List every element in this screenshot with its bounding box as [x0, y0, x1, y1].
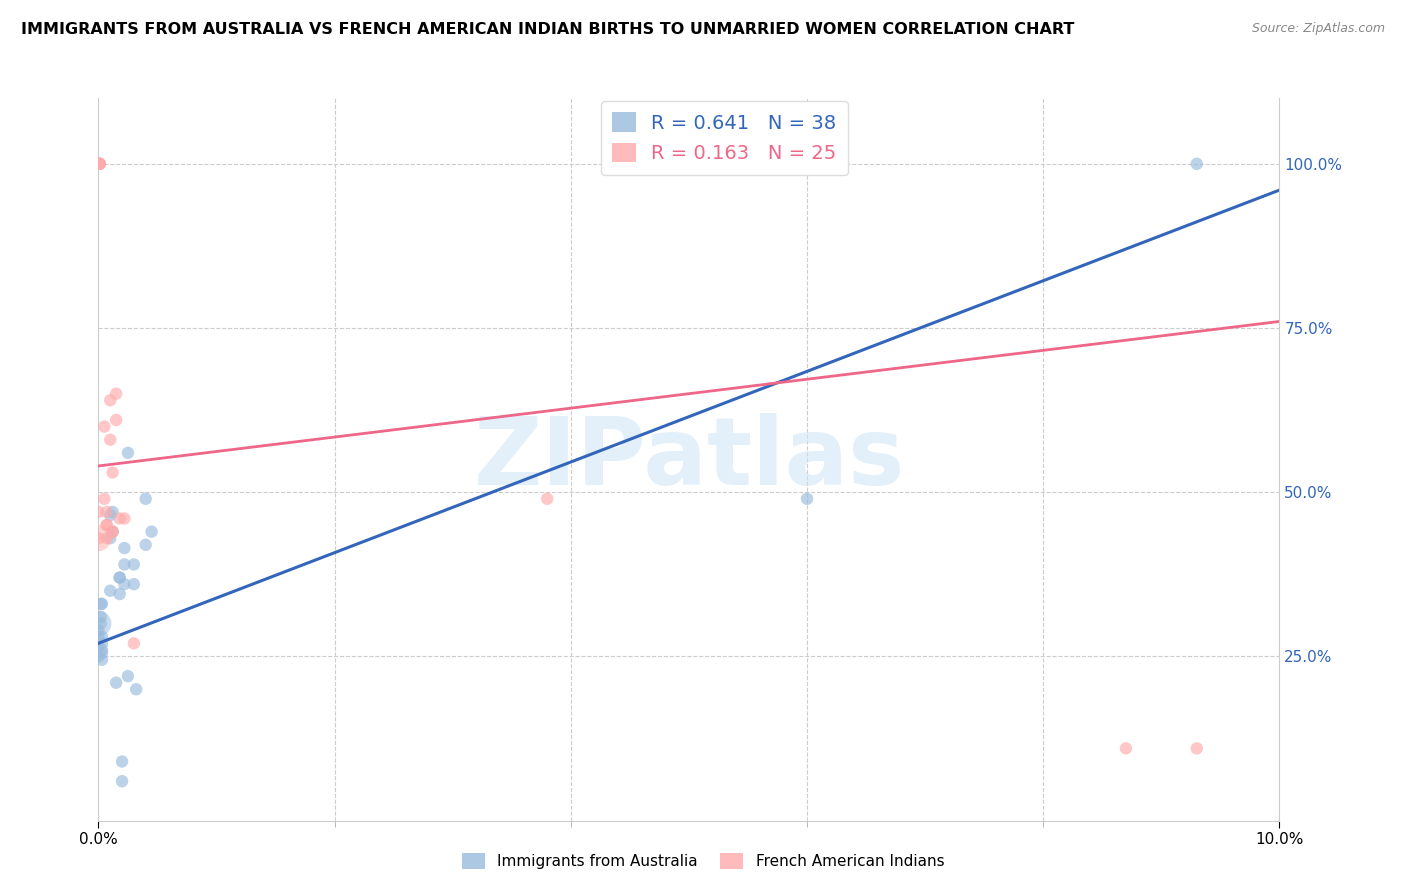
- Point: [87, 630, 110, 644]
- Point: [89, 157, 111, 171]
- Point: [93, 491, 115, 506]
- Text: IMMIGRANTS FROM AUSTRALIA VS FRENCH AMERICAN INDIAN BIRTHS TO UNMARRIED WOMEN CO: IMMIGRANTS FROM AUSTRALIA VS FRENCH AMER…: [21, 22, 1074, 37]
- Point: [87, 649, 110, 664]
- Point: [98, 508, 121, 523]
- Point: [101, 524, 124, 539]
- Point: [1115, 741, 1137, 756]
- Point: [98, 531, 121, 545]
- Point: [101, 524, 124, 539]
- Point: [101, 466, 124, 480]
- Point: [112, 558, 135, 572]
- Point: [89, 157, 111, 171]
- Point: [96, 518, 118, 533]
- Point: [125, 682, 148, 697]
- Point: [141, 524, 163, 539]
- Legend: Immigrants from Australia, French American Indians: Immigrants from Australia, French Americ…: [456, 847, 950, 875]
- Point: [96, 518, 118, 533]
- Text: Source: ZipAtlas.com: Source: ZipAtlas.com: [1251, 22, 1385, 36]
- Point: [90, 610, 112, 624]
- Point: [98, 433, 121, 447]
- Point: [91, 630, 114, 644]
- Point: [796, 491, 818, 506]
- Point: [91, 636, 114, 650]
- Point: [112, 511, 135, 525]
- Point: [111, 774, 134, 789]
- Point: [122, 636, 145, 650]
- Point: [87, 531, 110, 545]
- Point: [89, 157, 111, 171]
- Point: [108, 571, 131, 585]
- Point: [101, 524, 124, 539]
- Point: [122, 558, 145, 572]
- Point: [91, 653, 114, 667]
- Point: [87, 616, 110, 631]
- Point: [90, 597, 112, 611]
- Point: [108, 587, 131, 601]
- Point: [101, 505, 124, 519]
- Point: [89, 157, 111, 171]
- Point: [536, 491, 558, 506]
- Point: [117, 446, 139, 460]
- Point: [91, 597, 114, 611]
- Point: [135, 538, 157, 552]
- Point: [105, 386, 128, 401]
- Point: [117, 669, 139, 683]
- Point: [87, 505, 110, 519]
- Point: [112, 541, 135, 555]
- Point: [98, 583, 121, 598]
- Point: [93, 419, 115, 434]
- Point: [89, 157, 111, 171]
- Point: [87, 640, 110, 654]
- Point: [96, 505, 118, 519]
- Point: [1185, 741, 1208, 756]
- Point: [135, 491, 157, 506]
- Point: [112, 577, 135, 591]
- Point: [105, 413, 128, 427]
- Point: [108, 511, 131, 525]
- Text: ZIPatlas: ZIPatlas: [474, 413, 904, 506]
- Point: [108, 571, 131, 585]
- Point: [91, 643, 114, 657]
- Point: [105, 675, 128, 690]
- Point: [91, 646, 114, 660]
- Point: [122, 577, 145, 591]
- Point: [98, 393, 121, 408]
- Point: [96, 531, 118, 545]
- Point: [1185, 157, 1208, 171]
- Legend: R = 0.641   N = 38, R = 0.163   N = 25: R = 0.641 N = 38, R = 0.163 N = 25: [600, 101, 848, 175]
- Point: [89, 157, 111, 171]
- Point: [87, 623, 110, 637]
- Point: [90, 616, 112, 631]
- Point: [111, 755, 134, 769]
- Point: [87, 531, 110, 545]
